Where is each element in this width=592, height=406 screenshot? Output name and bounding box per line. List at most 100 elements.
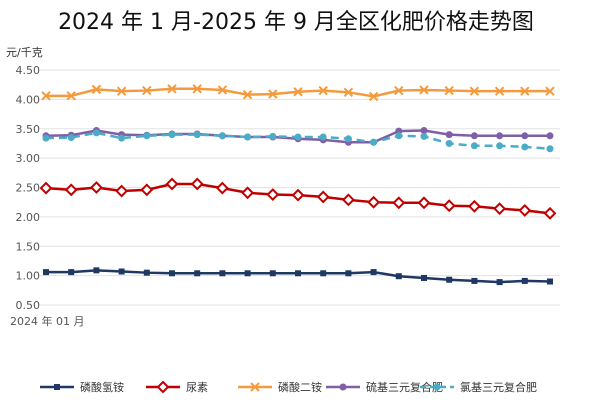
data-point xyxy=(546,132,554,140)
data-point xyxy=(140,183,154,197)
data-point xyxy=(218,132,226,140)
legend-item: 氯基三元复合肥 xyxy=(420,380,537,394)
chart-title: 2024 年 1 月-2025 年 9 月全区化肥价格走势图 xyxy=(58,10,534,35)
data-point xyxy=(469,86,480,96)
legend-item: 硫基三元复合肥 xyxy=(326,380,443,394)
data-point xyxy=(545,86,555,96)
y-tick-label: 3.50 xyxy=(16,123,41,136)
legend-label: 尿素 xyxy=(186,381,208,394)
data-point xyxy=(89,181,103,194)
y-tick-label: 1.50 xyxy=(16,240,41,253)
legend-label: 硫基三元复合肥 xyxy=(366,380,443,394)
data-point xyxy=(341,193,355,207)
data-point xyxy=(521,132,529,140)
data-point xyxy=(319,133,327,141)
data-point xyxy=(320,270,327,277)
data-point xyxy=(294,133,302,141)
legend-marker xyxy=(433,383,441,391)
data-point xyxy=(67,134,75,142)
data-point xyxy=(143,132,151,140)
data-point xyxy=(470,132,478,140)
data-point xyxy=(293,87,303,97)
data-point xyxy=(417,196,431,210)
data-point xyxy=(193,131,201,139)
legend-marker xyxy=(250,382,260,392)
data-point xyxy=(392,196,406,210)
legend-item: 尿素 xyxy=(146,380,208,394)
data-point xyxy=(496,142,504,150)
data-point xyxy=(269,132,277,140)
data-point xyxy=(446,276,453,283)
data-point xyxy=(190,177,204,191)
data-point xyxy=(266,188,280,201)
x-tick-label: 2024 年 01 月 xyxy=(10,314,84,328)
legend-label: 磷酸二铵 xyxy=(278,380,322,394)
data-point xyxy=(419,85,429,95)
data-point xyxy=(316,190,330,204)
data-point xyxy=(345,270,352,277)
data-point xyxy=(467,199,481,213)
data-point xyxy=(217,85,228,95)
series-5 xyxy=(42,129,554,153)
data-point xyxy=(444,85,454,96)
data-point xyxy=(445,139,453,147)
legend-marker xyxy=(339,383,347,391)
data-point xyxy=(143,269,150,276)
data-point xyxy=(445,131,453,139)
data-point xyxy=(496,279,503,286)
data-point xyxy=(115,184,129,198)
data-point xyxy=(318,85,328,96)
data-point xyxy=(167,84,177,94)
data-point xyxy=(370,138,378,146)
data-point xyxy=(64,183,78,197)
series-3 xyxy=(41,84,555,102)
data-point xyxy=(244,270,251,277)
legend-marker xyxy=(156,380,170,394)
data-point xyxy=(142,85,152,96)
legend-item: 磷酸二铵 xyxy=(238,380,322,394)
data-point xyxy=(42,134,50,142)
data-point xyxy=(521,277,528,284)
y-tick-label: 1.00 xyxy=(16,270,41,283)
data-point xyxy=(420,127,428,135)
data-point xyxy=(41,91,51,101)
data-point xyxy=(543,206,557,220)
data-point xyxy=(546,145,554,153)
data-point xyxy=(395,132,403,140)
data-point xyxy=(367,195,381,209)
data-point xyxy=(91,84,102,95)
data-point xyxy=(93,267,100,274)
data-point xyxy=(118,134,126,142)
data-point xyxy=(547,278,553,285)
data-point xyxy=(215,181,229,195)
data-point xyxy=(66,91,76,101)
data-point xyxy=(521,143,529,151)
legend-marker xyxy=(54,384,60,390)
y-axis-unit-label: 元/千克 xyxy=(6,46,43,59)
data-point xyxy=(165,177,179,191)
legend-label: 氯基三元复合肥 xyxy=(460,380,537,394)
series-2 xyxy=(39,177,557,220)
y-tick-label: 4.00 xyxy=(16,93,41,106)
data-point xyxy=(420,132,428,140)
data-point xyxy=(494,86,505,96)
chart-legend: 磷酸氢铵 尿素 磷酸二铵 硫基三元复合肥 氯基三元复合肥 xyxy=(0,377,592,397)
data-point xyxy=(39,181,53,195)
legend-item: 磷酸氢铵 xyxy=(40,380,124,394)
data-point xyxy=(518,203,532,217)
data-point xyxy=(43,269,49,276)
data-point xyxy=(395,273,402,280)
series-1 xyxy=(43,267,553,286)
data-point xyxy=(169,270,175,277)
data-point xyxy=(268,89,278,99)
y-tick-label: 0.50 xyxy=(16,299,41,312)
legend-label: 磷酸氢铵 xyxy=(80,380,124,394)
data-point xyxy=(394,85,404,96)
data-point xyxy=(442,199,456,213)
data-point xyxy=(269,270,276,277)
data-point xyxy=(116,86,127,96)
data-point xyxy=(92,129,100,137)
data-point xyxy=(194,270,201,277)
data-point xyxy=(168,131,176,139)
